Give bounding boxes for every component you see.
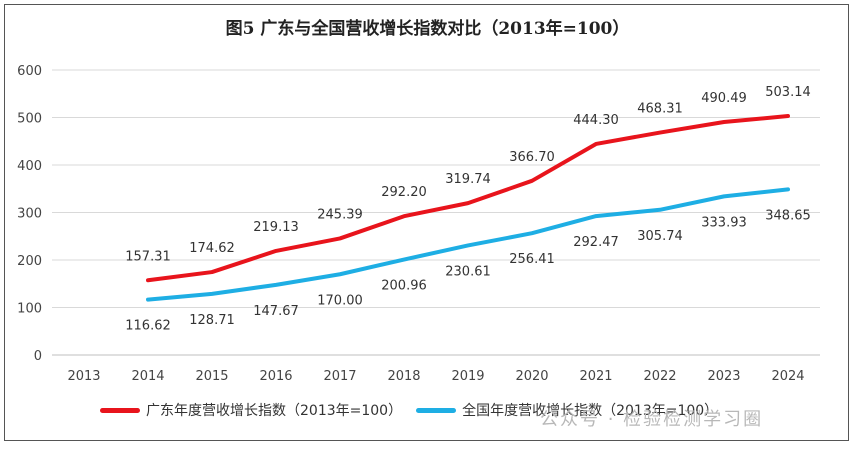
data-label: 170.00 <box>317 293 363 308</box>
data-label: 503.14 <box>765 85 811 100</box>
y-tick-label: 400 <box>17 159 42 174</box>
legend-swatch-national <box>416 407 457 413</box>
chart-legend: 广东年度营收增长指数（2013年=100） 全国年度营收增长指数（2013年=1… <box>100 400 732 420</box>
data-label: 219.13 <box>253 220 299 235</box>
data-label: 468.31 <box>637 102 683 117</box>
data-label: 245.39 <box>317 207 363 222</box>
data-label: 366.70 <box>509 150 555 165</box>
y-tick-label: 500 <box>17 112 42 127</box>
data-label: 230.61 <box>445 264 491 279</box>
legend-label-national: 全国年度营收增长指数（2013年=100） <box>462 403 719 419</box>
data-label: 333.93 <box>701 215 747 230</box>
x-tick-label: 2017 <box>323 369 356 384</box>
data-label: 256.41 <box>509 252 555 267</box>
data-label: 348.65 <box>765 208 811 223</box>
x-tick-label: 2013 <box>67 369 100 384</box>
data-label: 490.49 <box>701 91 747 106</box>
x-tick-label: 2014 <box>131 369 164 384</box>
x-tick-label: 2023 <box>707 369 740 384</box>
series-line-1 <box>146 187 790 302</box>
x-tick-label: 2022 <box>643 369 676 384</box>
data-label: 444.30 <box>573 113 619 128</box>
x-tick-label: 2016 <box>259 369 292 384</box>
x-tick-label: 2021 <box>579 369 612 384</box>
watermark-text: 公众号 · 检验检测学习圈 <box>540 409 764 430</box>
x-tick-label: 2024 <box>771 369 804 384</box>
x-tick-label: 2015 <box>195 369 228 384</box>
legend-swatch-guangdong <box>100 407 140 413</box>
data-label: 128.71 <box>189 313 235 328</box>
y-tick-label: 300 <box>17 207 42 222</box>
data-label: 174.62 <box>189 241 235 256</box>
legend-item-guangdong: 广东年度营收增长指数（2013年=100） <box>100 400 402 420</box>
y-tick-label: 100 <box>17 302 42 317</box>
legend-item-national: 全国年度营收增长指数（2013年=100） <box>416 400 718 420</box>
data-label: 292.47 <box>573 235 619 250</box>
y-tick-label: 200 <box>17 254 42 269</box>
x-tick-label: 2019 <box>451 369 484 384</box>
data-label: 305.74 <box>637 229 683 244</box>
x-tick-label: 2020 <box>515 369 548 384</box>
y-tick-label: 0 <box>34 349 42 364</box>
data-label: 116.62 <box>125 319 171 334</box>
data-label: 319.74 <box>445 172 491 187</box>
data-label: 292.20 <box>381 185 427 200</box>
series-line-0 <box>146 114 790 283</box>
data-label: 200.96 <box>381 279 427 294</box>
legend-label-guangdong: 广东年度营收增长指数（2013年=100） <box>146 403 403 419</box>
chart-frame <box>4 4 849 441</box>
chart-title: 图5 广东与全国营收增长指数对比（2013年=100） <box>225 19 630 39</box>
y-tick-label: 600 <box>17 64 42 79</box>
data-label: 147.67 <box>253 304 299 319</box>
data-label: 157.31 <box>125 249 171 264</box>
x-tick-label: 2018 <box>387 369 420 384</box>
